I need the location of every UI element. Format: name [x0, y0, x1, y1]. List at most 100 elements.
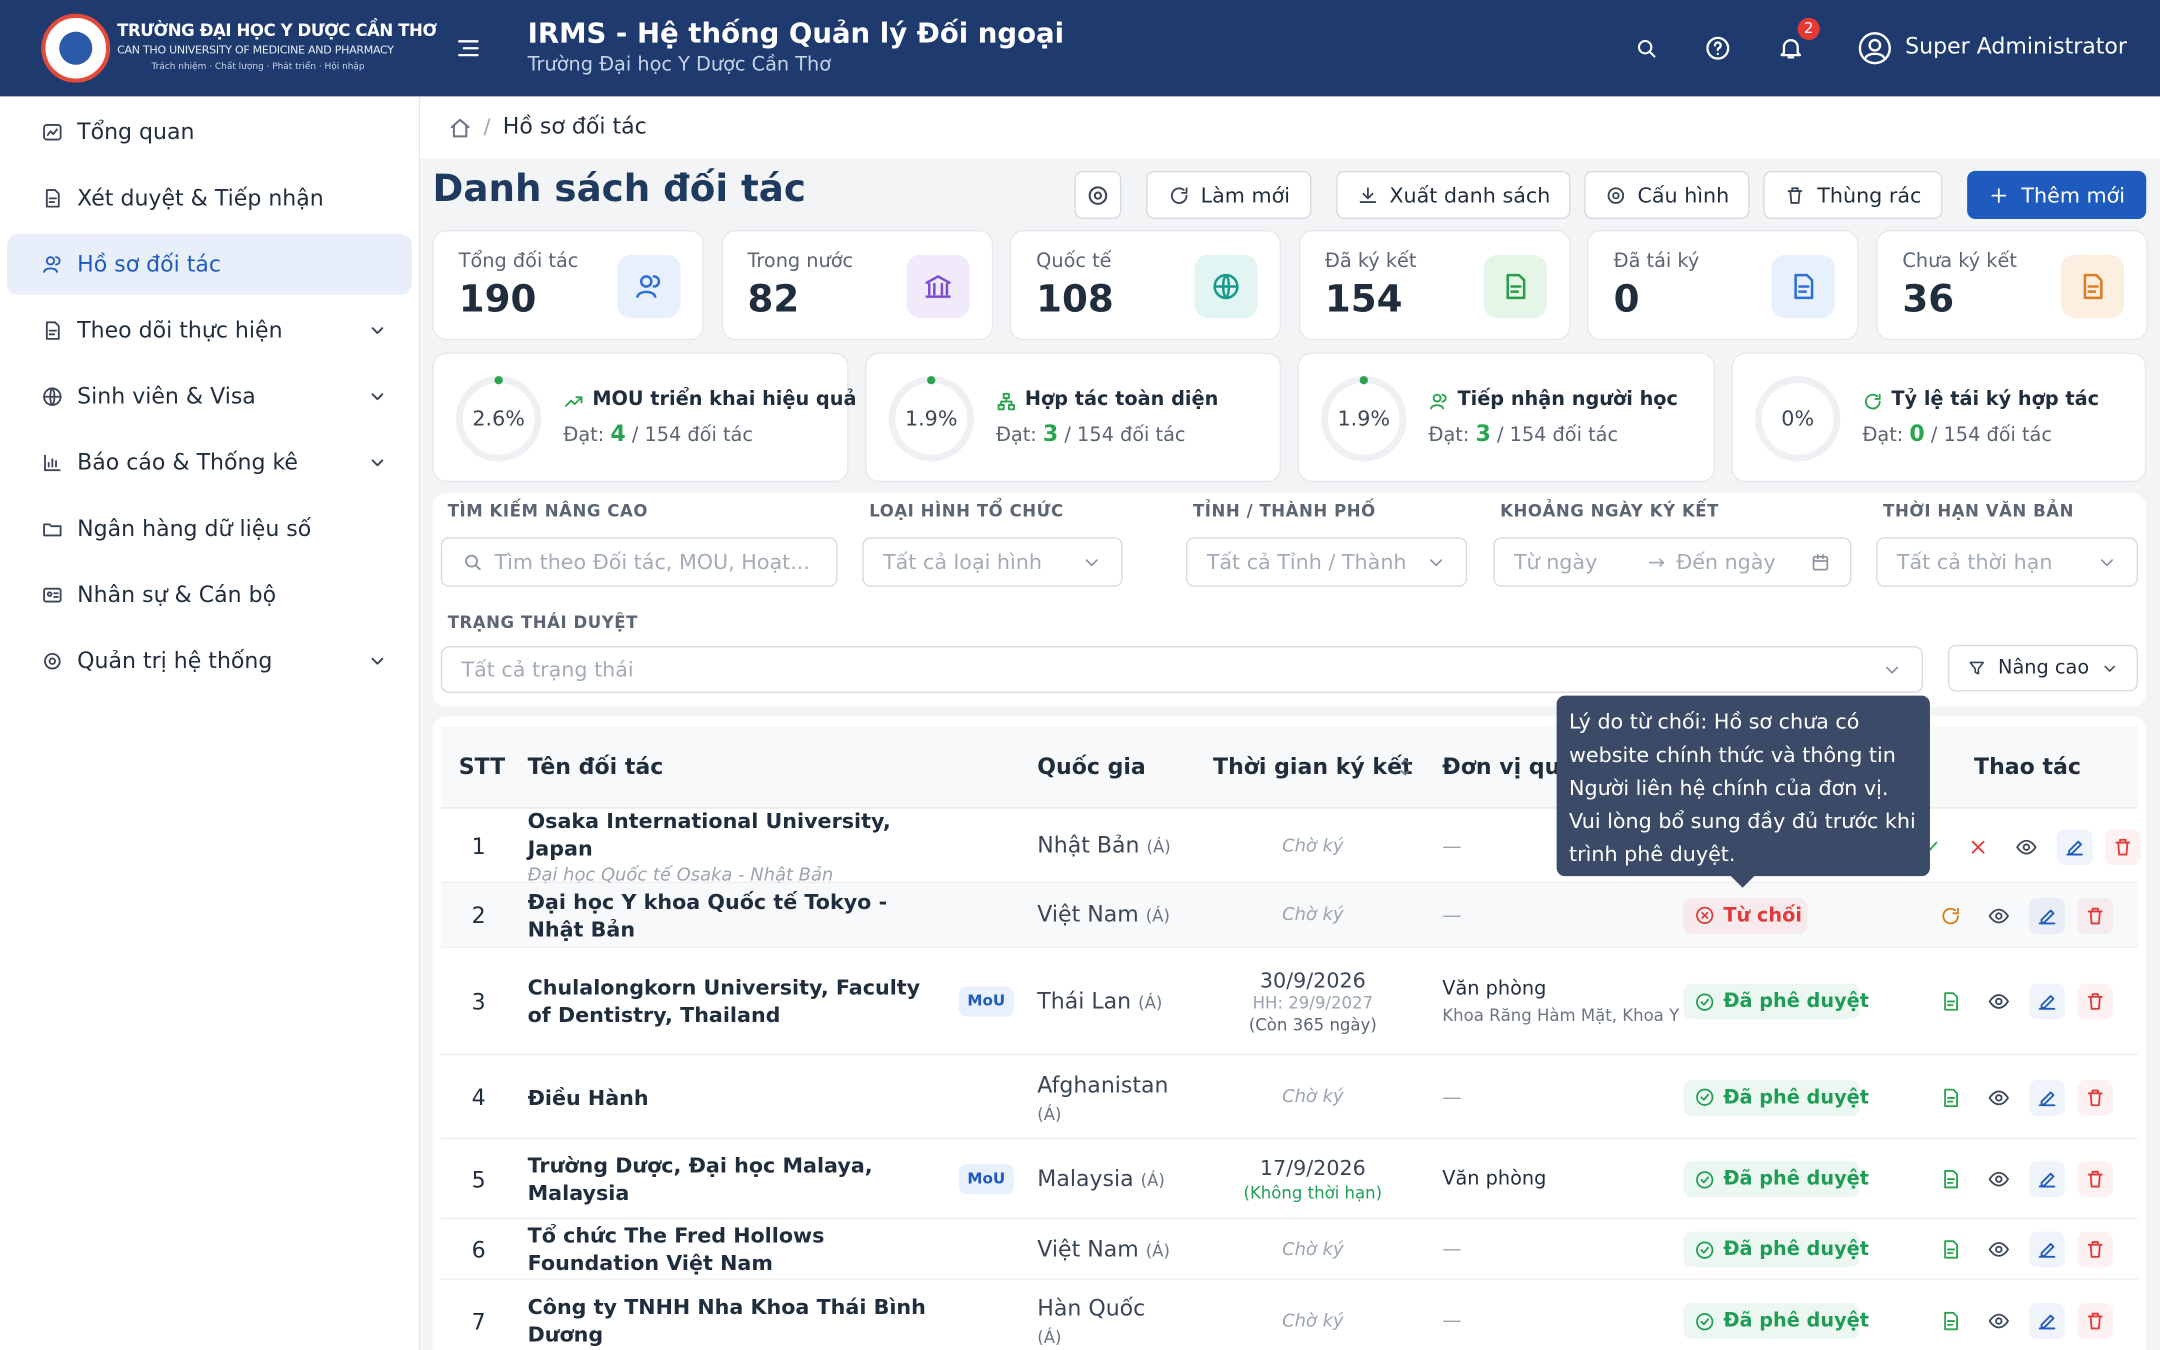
- toolbar-button[interactable]: Xuất danh sách: [1336, 170, 1571, 220]
- kpi-title: Hợp tác toàn diện: [1024, 388, 1219, 411]
- sidebar-item[interactable]: Ngân hàng dữ liệu số: [7, 499, 412, 560]
- sidebar-item[interactable]: Báo cáo & Thống kê: [7, 433, 412, 494]
- toolbar-button[interactable]: Thùng rác: [1763, 170, 1943, 220]
- icon-shape: [1700, 998, 1710, 1005]
- action-button[interactable]: [2077, 1161, 2114, 1198]
- icon-shape: [48, 329, 57, 336]
- sign-cell: Chờ ký: [1209, 1280, 1416, 1350]
- icon-shape: [1787, 186, 1803, 204]
- status-label: Đã phê duyệt: [1723, 1168, 1869, 1191]
- sidebar-item[interactable]: Quản trị hệ thống: [7, 631, 412, 692]
- placeholder: Tất cả trạng thái: [461, 657, 634, 682]
- gear-icon: [1088, 185, 1108, 205]
- partner-name: Công ty TNHH Nha Khoa Thái Bình Dương: [527, 1294, 926, 1348]
- header: TRƯỜNG ĐẠI HỌC Y DƯỢC CẦN THƠ CAN THO UNI…: [0, 0, 2160, 97]
- doc-icon: [45, 321, 60, 340]
- action-button[interactable]: [1981, 897, 2017, 933]
- action-button[interactable]: [2077, 1303, 2114, 1339]
- sidebar-item[interactable]: Xét duyệt & Tiếp nhận: [7, 168, 412, 229]
- action-button[interactable]: [1981, 1161, 2017, 1197]
- action-button[interactable]: [1933, 1303, 1969, 1339]
- action-button[interactable]: [1981, 1303, 2017, 1339]
- action-button[interactable]: [1960, 829, 1996, 865]
- eye-icon: [1988, 994, 2009, 1009]
- action-button[interactable]: [1981, 1232, 2017, 1268]
- user-name[interactable]: Super Administrator: [1905, 33, 2127, 60]
- action-button[interactable]: [2077, 1231, 2114, 1268]
- icon-shape: [1696, 1240, 1714, 1259]
- action-button[interactable]: [2029, 897, 2065, 934]
- doc-icon: [1944, 992, 1958, 1011]
- icon-shape: [1700, 1245, 1710, 1253]
- icon-shape: [1995, 1317, 2003, 1325]
- icon-shape: [1085, 558, 1098, 566]
- settings-button[interactable]: [1074, 170, 1122, 220]
- action-button[interactable]: [2077, 1079, 2114, 1116]
- dash-icon: [43, 123, 62, 141]
- kpi-line: Đạt: 3 / 154 đối tác: [996, 420, 1272, 450]
- region: (Á): [1138, 992, 1163, 1012]
- action-button[interactable]: [2029, 1303, 2065, 1339]
- action-button[interactable]: [1933, 1232, 1969, 1268]
- action-button[interactable]: [2029, 1231, 2065, 1268]
- icon-shape: [475, 564, 481, 571]
- filter-input[interactable]: Tất cả Tỉnh / Thành: [1186, 537, 1468, 587]
- column-header: Quốc gia: [1037, 753, 1146, 780]
- action-button[interactable]: [1933, 1161, 1969, 1197]
- icon-shape: [46, 128, 58, 136]
- action-button[interactable]: [2056, 828, 2093, 865]
- stat-icon-box: [2060, 254, 2125, 319]
- sidebar-item[interactable]: Hồ sơ đối tác: [6, 234, 412, 295]
- action-button[interactable]: [2077, 897, 2114, 934]
- advanced-button[interactable]: Nâng cao: [1947, 644, 2138, 692]
- sidebar-item[interactable]: Nhân sự & Cán bộ: [7, 565, 412, 626]
- action-button[interactable]: [1981, 984, 2017, 1020]
- eye-icon: [1988, 908, 2009, 923]
- sign-cell: 17/9/2026 (Không thời hạn): [1209, 1139, 1416, 1219]
- kpi-ring-progress: [927, 376, 936, 385]
- country-line: Nhật Bản (Á): [1037, 829, 1189, 863]
- icon-shape: [1430, 393, 1447, 410]
- action-button[interactable]: [1933, 897, 1969, 933]
- range-arrow: →: [1647, 549, 1666, 575]
- icon-shape: [43, 123, 62, 141]
- partner-name: Chulalongkorn University, Faculty of Den…: [527, 975, 921, 1028]
- sidebar-item[interactable]: Theo dõi thực hiện: [7, 300, 412, 361]
- action-button[interactable]: [2008, 829, 2044, 865]
- stt: 7: [471, 1307, 486, 1335]
- filter-input[interactable]: Tất cả loại hình: [862, 537, 1123, 587]
- icon-shape: [46, 591, 53, 597]
- sidebar-label: Ngân hàng dữ liệu số: [77, 515, 312, 542]
- action-button[interactable]: [1933, 1079, 1969, 1115]
- filter-input[interactable]: Từ ngày → Đến ngày: [1493, 537, 1852, 587]
- action-button[interactable]: [2077, 983, 2114, 1020]
- action-button[interactable]: [2104, 828, 2141, 865]
- toolbar-button[interactable]: Làm mới: [1146, 170, 1312, 220]
- filter-input[interactable]: Tất cả trạng thái: [440, 646, 1924, 693]
- sign-date: 30/9/2026: [1259, 968, 1366, 994]
- filter-input[interactable]: Tìm theo Đối tác, MOU, Hoạt...: [440, 537, 838, 587]
- icon-shape: [1944, 1169, 1958, 1189]
- edit-icon: [2038, 995, 2056, 1010]
- action-button[interactable]: [1981, 1079, 2017, 1115]
- toolbar-button[interactable]: Cấu hình: [1584, 170, 1750, 220]
- icon-shape: [1944, 1240, 1958, 1259]
- action-button[interactable]: [2029, 1161, 2065, 1198]
- action-button[interactable]: [1933, 984, 1969, 1020]
- filter-input[interactable]: Tất cả thời hạn: [1876, 537, 2138, 587]
- edit-icon: [2038, 908, 2056, 924]
- toolbar-button[interactable]: Thêm mới: [1967, 170, 2147, 220]
- icon-shape: [1988, 1171, 2009, 1187]
- sidebar-item[interactable]: Tổng quan: [7, 102, 412, 163]
- country: Thái Lan: [1037, 987, 1132, 1014]
- bell-icon: [1780, 39, 1802, 59]
- filter-label: KHOẢNG NGÀY KÝ KẾT: [1500, 501, 1719, 521]
- trash-icon: [2087, 1170, 2103, 1188]
- chev-icon: [371, 393, 384, 401]
- action-button[interactable]: [2029, 983, 2065, 1020]
- sidebar-item[interactable]: Sinh viên & Visa: [7, 366, 412, 427]
- action-button[interactable]: [2029, 1079, 2065, 1116]
- help-icon: [1706, 36, 1730, 60]
- stat-card: Đã ký kết 154: [1298, 230, 1571, 341]
- icon-shape: [48, 657, 57, 665]
